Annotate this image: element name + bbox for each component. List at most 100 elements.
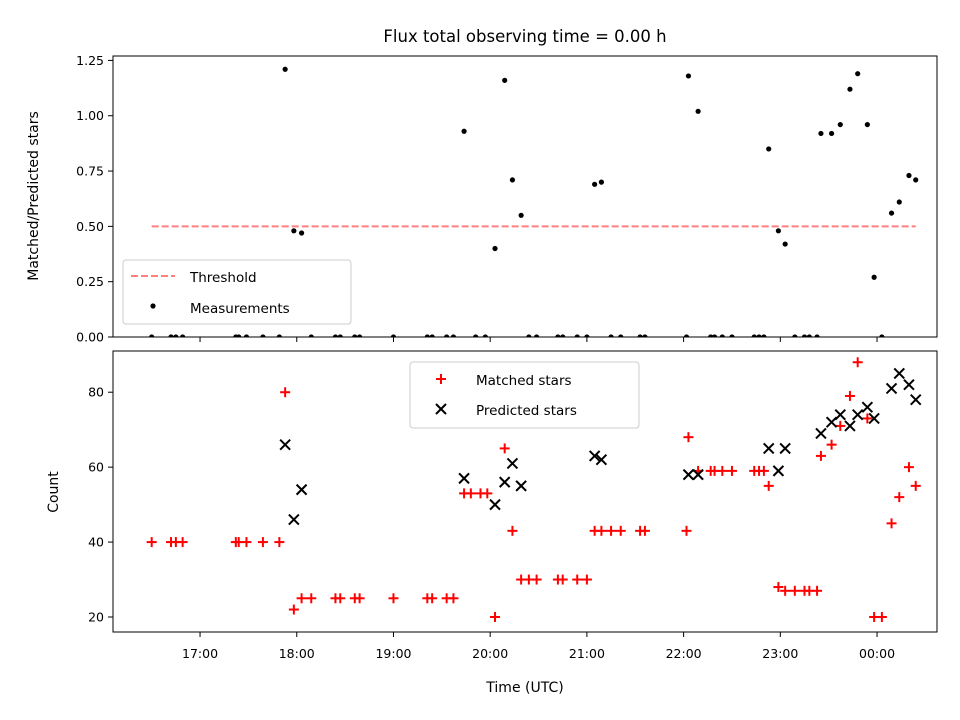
matched-star-point (639, 525, 650, 536)
matched-star-point (780, 585, 791, 596)
predicted-star-point-b (506, 457, 519, 470)
predicted-star-point (506, 457, 519, 470)
measurement-point (357, 334, 363, 337)
predicted-star-point (458, 472, 470, 485)
predicted-star-point (692, 468, 704, 481)
measurement-point (526, 334, 532, 337)
measurement-point (711, 334, 718, 337)
measurement-point (180, 334, 186, 337)
measurement-point (618, 334, 624, 337)
measurement-point (518, 212, 524, 218)
top-ytick-label: 0.00 (76, 330, 104, 345)
legend-predicted-swatch (435, 403, 447, 415)
matched-star-point (596, 525, 607, 536)
predicted-star-point (903, 379, 915, 391)
top-ytick-label: 0.25 (76, 274, 104, 289)
measurement-point (444, 334, 450, 337)
measurement-point (236, 334, 242, 337)
matched-star-point (306, 593, 317, 604)
matched-star-point (717, 465, 728, 476)
measurement-point (871, 274, 877, 280)
predicted-star-point (279, 438, 291, 451)
matched-star-point (257, 537, 268, 548)
predicted-star-point (498, 476, 511, 488)
bottom-ytick-label: 40 (88, 535, 104, 550)
measurement-point (332, 334, 339, 337)
matched-star-point (296, 593, 307, 604)
measurement-point (534, 334, 540, 337)
measurement-point (461, 128, 467, 134)
matched-star-point (177, 537, 188, 548)
measurement-point (560, 334, 566, 337)
matched-star-point (531, 574, 542, 585)
matched-star-point (815, 450, 826, 461)
measurement-point (766, 146, 772, 152)
matched-star-point (835, 420, 846, 431)
legend-matched-swatch (436, 374, 446, 384)
bottom-plot-area: 20 40 60 80 17:00 18:00 19:00 20:00 21:00 22:00 23… (88, 350, 938, 661)
measurement-point (906, 172, 912, 179)
bottom-ytick-label: 60 (88, 460, 104, 475)
predicted-star-point (868, 412, 880, 425)
top-plot-area: 0.00 0.25 0.50 0.75 1.00 1.25 (76, 53, 938, 345)
top-ytick-label: 0.75 (76, 164, 104, 179)
matched-star-point (354, 593, 365, 604)
measurement-point (291, 228, 297, 234)
measurement-point (598, 179, 605, 185)
measurement-point (260, 334, 266, 337)
bottom-xtick-label: 21:00 (569, 646, 605, 661)
predicted-star-point-b (682, 468, 695, 481)
matched-star-point (615, 525, 626, 536)
measurement-point (473, 334, 479, 337)
bottom-xtick-label: 20:00 (472, 646, 508, 661)
matched-star-point (606, 525, 617, 536)
top-ytick-label: 1.25 (76, 53, 104, 68)
measurement-point (729, 334, 735, 337)
predicted-star-point (288, 513, 300, 526)
measurement-point (685, 73, 692, 79)
bottom-xtick-label: 23:00 (762, 646, 798, 661)
predicted-star-point-b (489, 498, 501, 511)
matched-star-point (448, 593, 459, 604)
measurement-point (429, 334, 435, 337)
measurement-point (592, 181, 598, 187)
matched-star-point (903, 462, 914, 473)
measurement-point (390, 334, 397, 337)
measurement-point (608, 334, 614, 337)
matched-star-point (852, 357, 863, 368)
matched-star-point (681, 525, 692, 536)
measurement-point (814, 334, 820, 337)
predicted-star-point (844, 420, 856, 432)
predicted-star-point-b (779, 442, 791, 455)
bottom-data-layer (146, 357, 922, 623)
matched-star-point (427, 593, 438, 604)
predicted-star-point-b (868, 412, 880, 425)
matched-star-point (581, 574, 592, 585)
measurement-point (775, 228, 781, 234)
matched-star-point (288, 604, 299, 615)
matched-star-point (557, 574, 568, 585)
predicted-star-point-b (861, 401, 874, 413)
measurement-point (695, 108, 701, 114)
bottom-ytick-label: 20 (88, 610, 104, 625)
measurement-point (502, 77, 508, 83)
predicted-star-point-b (844, 420, 856, 432)
measurement-point (792, 334, 798, 337)
measurement-point (913, 177, 919, 183)
bottom-xtick-label: 22:00 (666, 646, 702, 661)
top-legend-box (122, 259, 352, 325)
predicted-star-point (588, 450, 601, 462)
matched-star-point (773, 582, 784, 593)
measurement-point (308, 334, 314, 337)
predicted-star-point-b (772, 465, 785, 477)
legend-threshold-label: Threshold (189, 270, 257, 286)
predicted-star-point (885, 382, 898, 395)
predicted-star-point (772, 465, 785, 477)
measurement-point (751, 334, 757, 337)
matched-star-point (876, 612, 887, 623)
measurement-point (574, 334, 580, 337)
measurement-point (818, 130, 824, 137)
predicted-star-point (779, 442, 791, 455)
legend-matched-plus (436, 374, 446, 384)
predicted-star-point-b (834, 408, 846, 421)
